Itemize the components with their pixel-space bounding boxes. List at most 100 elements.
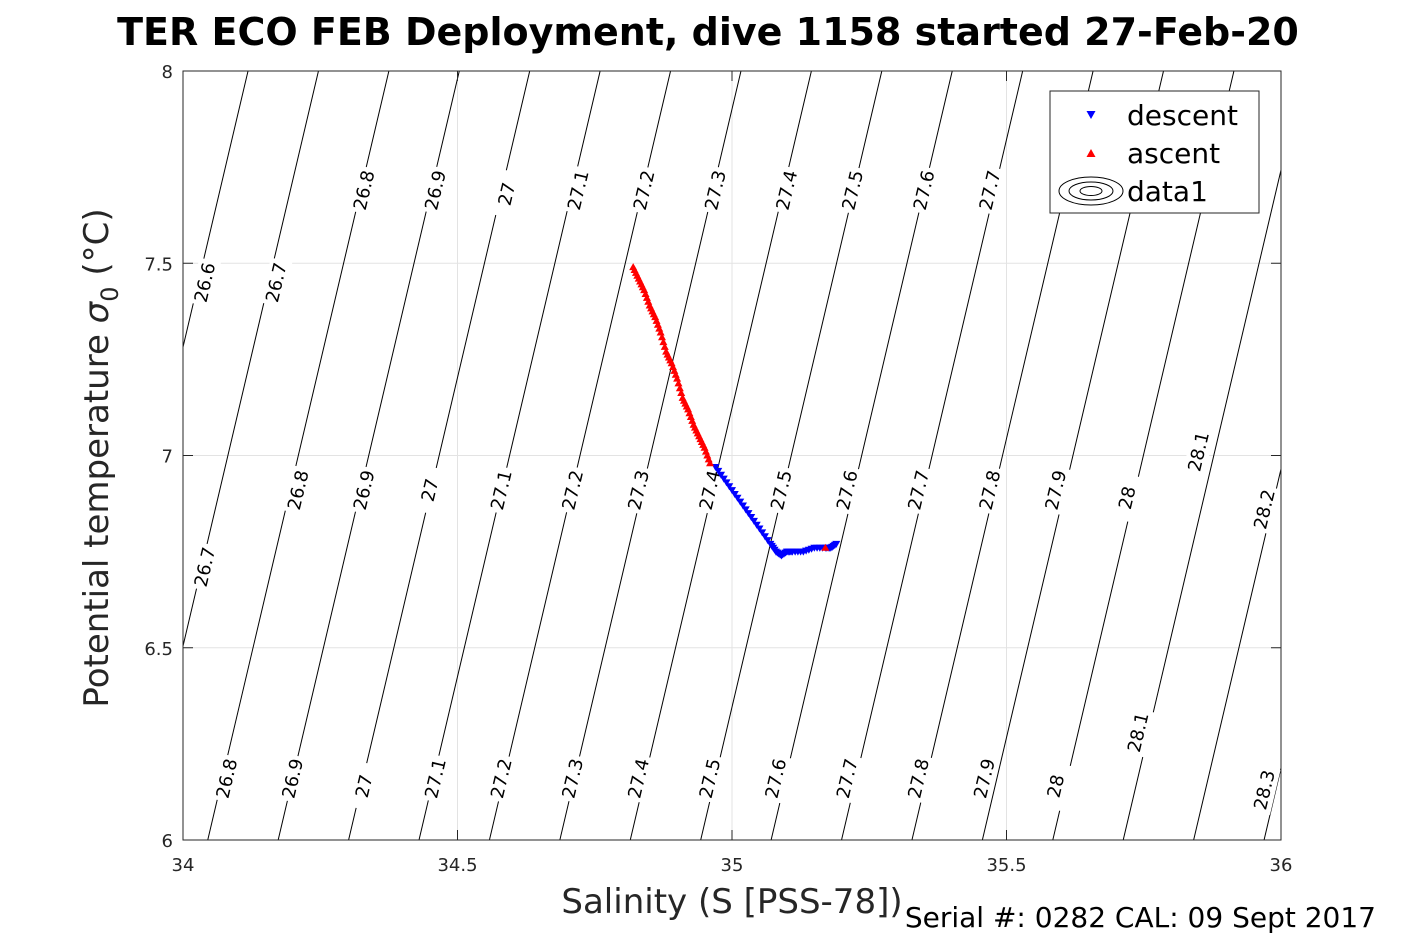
legend: descent ascent data1 <box>1049 90 1260 214</box>
y-axis-label: Potential temperature σ0 (°C) <box>77 208 124 707</box>
contour-label-background <box>902 465 935 516</box>
contour-label-background <box>485 465 518 516</box>
descent-point <box>725 483 734 491</box>
descent-point <box>736 498 745 506</box>
contour-label-background <box>902 753 935 804</box>
ascent-point <box>674 379 683 387</box>
descent-point <box>717 471 726 479</box>
descent-point <box>744 510 753 518</box>
legend-box <box>1049 90 1260 214</box>
contour-label-background <box>485 753 518 804</box>
x-axis-label: Salinity (S [PSS-78]) <box>561 882 902 922</box>
ascent-point <box>673 374 682 382</box>
contour-label-background <box>1248 484 1281 535</box>
contour-label-background <box>974 465 1007 516</box>
descent-point <box>755 525 764 533</box>
descent-point <box>832 540 841 548</box>
contour-label: 27 <box>352 773 378 800</box>
ascent-point <box>656 328 665 336</box>
contour-label-background <box>260 257 293 308</box>
contour-label-background <box>348 761 381 812</box>
series-ascent <box>629 263 830 551</box>
contour-label-background <box>628 165 661 216</box>
contour-label-background <box>210 753 243 804</box>
data-series <box>629 263 841 560</box>
x-axis-ticks: 34 34.5 35 35.5 36 <box>172 71 1293 876</box>
contour-label-background <box>188 542 221 592</box>
contour-label-background <box>831 465 864 516</box>
descent-point <box>763 537 772 545</box>
contour-label-background <box>1122 707 1155 758</box>
y-tick-label: 7 <box>162 447 173 468</box>
contour-label-background <box>562 165 595 216</box>
descent-point <box>738 502 747 510</box>
grid-lines <box>183 71 1281 840</box>
contour-label-background <box>556 753 589 804</box>
descent-point <box>752 521 761 529</box>
descent-point <box>722 479 731 487</box>
contour-label-background <box>419 165 452 216</box>
descent-point <box>730 490 739 498</box>
isopycnal-line <box>183 71 249 350</box>
isopycnal-line <box>1263 765 1281 840</box>
contour-label-background <box>694 465 727 516</box>
contour-label-background <box>908 165 941 216</box>
descent-point <box>728 487 736 495</box>
contour-label-background <box>419 753 452 804</box>
contour-label-background <box>490 169 523 219</box>
x-tick-label: 34.5 <box>437 855 477 876</box>
descent-point <box>758 529 767 537</box>
ascent-point <box>658 333 667 341</box>
contour-label: 28 <box>1115 484 1141 511</box>
x-tick-label: 36 <box>1270 855 1293 876</box>
contour-label-background <box>836 165 869 216</box>
x-tick-label: 34 <box>172 855 195 876</box>
contour-label-background <box>1111 472 1144 523</box>
descent-point <box>760 533 769 541</box>
contour-label: 27 <box>495 181 521 208</box>
contour-label-background <box>1039 465 1072 516</box>
y-axis-ticks: 6 6.5 7 7.5 8 <box>144 62 1281 852</box>
legend-descent-marker <box>1086 111 1096 119</box>
contour-label-background <box>974 165 1007 216</box>
contour-label: 28 <box>1044 773 1070 800</box>
y-tick-label: 8 <box>162 62 173 83</box>
contour-label-background <box>1182 426 1215 477</box>
descent-point <box>719 475 728 483</box>
legend-contour-marker <box>1058 176 1124 206</box>
contour-label-background <box>282 465 315 516</box>
contour-label-background <box>276 753 309 804</box>
ascent-point <box>660 342 669 350</box>
ascent-point <box>675 384 684 392</box>
x-tick-label: 35 <box>721 855 744 876</box>
contour-label-background <box>831 753 864 804</box>
y-tick-label: 6 <box>162 831 173 852</box>
contour-label-background <box>1039 761 1072 812</box>
contour-label-background <box>188 257 221 308</box>
contour-label-background <box>699 165 732 216</box>
x-tick-label: 35.5 <box>986 855 1026 876</box>
isopycnal-line <box>1122 167 1281 840</box>
legend-data1-label: data1 <box>1127 175 1208 208</box>
contour-label-background <box>770 165 803 216</box>
contour-label-background <box>694 753 727 804</box>
contour-label: 27 <box>418 477 444 504</box>
contour-label-background <box>1248 765 1281 815</box>
contour-label-background <box>348 465 381 516</box>
legend-descent-label: descent <box>1127 99 1238 132</box>
descent-point <box>749 517 758 525</box>
chart-title: TER ECO FEB Deployment, dive 1158 starte… <box>117 10 1299 54</box>
ascent-point <box>677 389 686 397</box>
y-tick-label: 7.5 <box>144 254 173 275</box>
ascent-point <box>821 543 830 551</box>
legend-ascent-marker <box>1086 149 1096 157</box>
descent-point <box>747 514 756 522</box>
contour-label-background <box>414 465 447 516</box>
contour-label-background <box>622 753 655 804</box>
legend-ascent-label: ascent <box>1127 137 1220 170</box>
serial-calibration-note: Serial #: 0282 CAL: 09 Sept 2017 <box>905 901 1376 934</box>
contour-label-background <box>765 465 798 516</box>
isopycnal-line <box>1193 466 1281 840</box>
descent-point <box>714 467 723 475</box>
